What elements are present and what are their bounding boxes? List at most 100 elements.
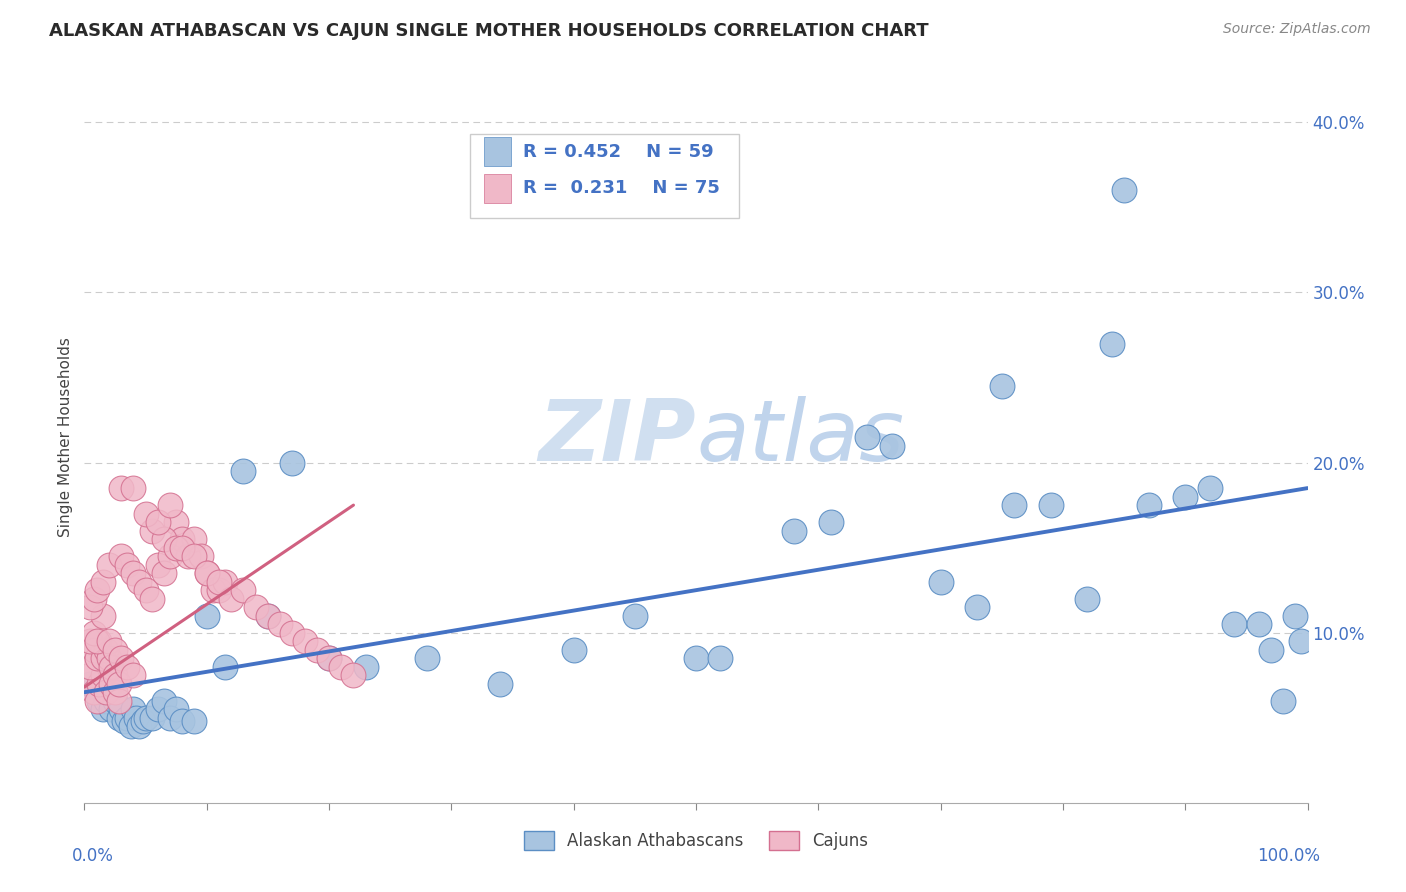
Point bbox=[1291, 634, 1313, 648]
Point bbox=[96, 685, 118, 699]
Point bbox=[685, 651, 707, 665]
Point bbox=[294, 634, 316, 648]
Point bbox=[489, 677, 512, 691]
Point bbox=[165, 515, 187, 529]
Point bbox=[165, 541, 187, 555]
Point bbox=[91, 608, 114, 623]
Point bbox=[87, 677, 110, 691]
Point bbox=[97, 659, 120, 673]
Point bbox=[86, 694, 108, 708]
Point bbox=[79, 600, 101, 615]
Point bbox=[1039, 498, 1062, 512]
Point bbox=[141, 524, 163, 538]
Point bbox=[195, 566, 218, 581]
Point bbox=[120, 719, 142, 733]
Point bbox=[232, 583, 254, 598]
Point bbox=[318, 651, 340, 665]
Text: 100.0%: 100.0% bbox=[1257, 847, 1320, 864]
Point bbox=[79, 677, 101, 691]
Point bbox=[104, 668, 127, 682]
Point bbox=[1247, 617, 1270, 632]
Point bbox=[79, 634, 101, 648]
Point bbox=[1101, 336, 1123, 351]
Point bbox=[214, 659, 236, 673]
Point bbox=[318, 651, 340, 665]
Point bbox=[91, 702, 114, 716]
Point bbox=[122, 566, 145, 581]
Legend: Alaskan Athabascans, Cajuns: Alaskan Athabascans, Cajuns bbox=[517, 824, 875, 856]
Point bbox=[97, 685, 120, 699]
Point bbox=[783, 524, 806, 538]
Point bbox=[208, 574, 231, 589]
Point bbox=[281, 456, 304, 470]
Point bbox=[86, 634, 108, 648]
Point bbox=[96, 694, 118, 708]
Point bbox=[257, 608, 280, 623]
Point bbox=[153, 694, 176, 708]
Point bbox=[159, 498, 181, 512]
Point bbox=[177, 549, 200, 563]
Point bbox=[1272, 694, 1295, 708]
Point bbox=[132, 714, 155, 728]
Y-axis label: Single Mother Households: Single Mother Households bbox=[58, 337, 73, 537]
Point bbox=[107, 711, 129, 725]
Point bbox=[856, 430, 879, 444]
Point bbox=[128, 574, 150, 589]
Point bbox=[305, 642, 328, 657]
Point bbox=[86, 685, 108, 699]
Point bbox=[125, 711, 148, 725]
Point bbox=[257, 608, 280, 623]
Point bbox=[110, 651, 132, 665]
Text: atlas: atlas bbox=[696, 395, 904, 479]
Point bbox=[991, 379, 1014, 393]
Point bbox=[172, 532, 194, 546]
Point bbox=[104, 685, 127, 699]
Point bbox=[86, 583, 108, 598]
Point bbox=[146, 515, 169, 529]
Point bbox=[135, 507, 157, 521]
Point bbox=[330, 659, 353, 673]
Point bbox=[83, 591, 105, 606]
Point bbox=[115, 659, 138, 673]
Point bbox=[1223, 617, 1246, 632]
Point bbox=[1002, 498, 1025, 512]
Point bbox=[183, 532, 205, 546]
Point bbox=[97, 634, 120, 648]
Point bbox=[195, 608, 218, 623]
Point bbox=[966, 600, 988, 615]
Point bbox=[562, 642, 585, 657]
Point bbox=[100, 702, 122, 716]
Text: 0.0%: 0.0% bbox=[72, 847, 114, 864]
Point bbox=[172, 541, 194, 555]
Point bbox=[107, 694, 129, 708]
Point bbox=[208, 583, 231, 598]
Point bbox=[1198, 481, 1220, 495]
Point bbox=[153, 532, 176, 546]
Point bbox=[91, 668, 114, 682]
Point bbox=[122, 481, 145, 495]
Point bbox=[97, 651, 120, 665]
Point bbox=[820, 515, 842, 529]
Point bbox=[354, 659, 377, 673]
Point bbox=[1076, 591, 1098, 606]
Point bbox=[83, 685, 105, 699]
Point bbox=[159, 549, 181, 563]
Point bbox=[83, 642, 105, 657]
Point bbox=[190, 549, 212, 563]
Point bbox=[416, 651, 439, 665]
Bar bbox=[484, 174, 512, 203]
Point bbox=[110, 481, 132, 495]
Point bbox=[624, 608, 647, 623]
Text: ZIP: ZIP bbox=[538, 395, 696, 479]
Point bbox=[128, 719, 150, 733]
Point bbox=[115, 558, 138, 572]
Point bbox=[153, 566, 176, 581]
Point bbox=[929, 574, 952, 589]
Point bbox=[79, 659, 101, 673]
Point bbox=[100, 659, 122, 673]
Point bbox=[1137, 498, 1160, 512]
Point bbox=[87, 694, 110, 708]
Point bbox=[183, 714, 205, 728]
Point bbox=[201, 583, 224, 598]
Bar bbox=[484, 137, 512, 167]
